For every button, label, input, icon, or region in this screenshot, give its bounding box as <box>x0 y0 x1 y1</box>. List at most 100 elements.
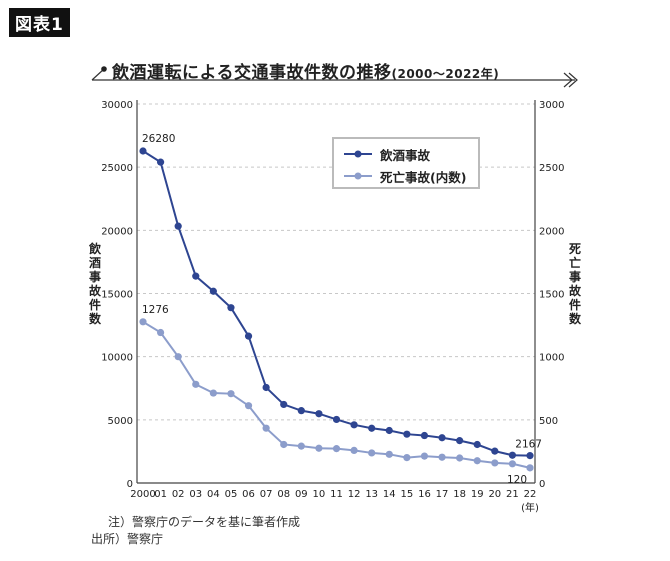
x-tick-label: 07 <box>260 489 273 500</box>
y-left-tick-label: 10000 <box>101 353 133 364</box>
data-point <box>420 431 429 440</box>
data-point <box>209 287 217 295</box>
x-tick-label: 08 <box>277 489 290 500</box>
legend-label: 死亡事故(内数) <box>380 169 467 185</box>
series-line-0 <box>142 150 531 457</box>
data-point <box>473 440 481 449</box>
data-point <box>438 453 446 461</box>
data-point <box>297 442 305 450</box>
x-tick-label: 11 <box>330 489 343 500</box>
chart-title: 飲酒運転による交通事故件数の推移(2000〜2022年) <box>112 58 499 83</box>
y-axis-right-label: 死亡事故件数 <box>568 242 581 326</box>
x-tick-label: 20 <box>488 489 501 500</box>
data-point <box>174 353 182 361</box>
data-point <box>244 402 253 410</box>
y-left-tick-label: 30000 <box>101 100 133 111</box>
data-label: 26280 <box>142 133 175 145</box>
data-point <box>526 452 534 460</box>
x-tick-label: 10 <box>313 489 326 500</box>
legend: 飲酒事故 死亡事故(内数) <box>332 137 480 189</box>
data-point <box>192 272 200 280</box>
data-point <box>262 383 270 392</box>
data-point <box>350 446 358 455</box>
figure-label: 図表1 <box>9 8 70 37</box>
x-tick-label: 04 <box>207 489 220 500</box>
note-text: 注）警察庁のデータを基に筆者作成 <box>108 515 301 529</box>
data-point <box>315 444 323 452</box>
data-point <box>139 147 147 155</box>
x-axis-unit: (年) <box>521 501 539 514</box>
x-tick-label: 2000 <box>130 489 155 500</box>
x-tick-label: 02 <box>172 489 185 500</box>
y-axis-left-label: 飲酒事故件数 <box>88 242 101 326</box>
x-tick-label: 03 <box>189 489 202 500</box>
data-point <box>526 464 534 472</box>
data-point <box>491 459 499 467</box>
data-point <box>156 328 165 337</box>
data-point <box>385 450 393 458</box>
data-point <box>491 447 499 455</box>
chart-title-main: 飲酒運転による交通事故件数の推移 <box>112 63 392 83</box>
title-double-chevron-icon <box>563 72 578 88</box>
chart-title-period: (2000〜2022年) <box>391 67 500 81</box>
data-label: 1276 <box>142 304 169 316</box>
x-tick-label: 12 <box>348 489 361 500</box>
data-point <box>508 451 517 459</box>
data-point <box>456 454 464 462</box>
x-tick-label: 16 <box>418 489 431 500</box>
y-left-tick-label: 20000 <box>101 226 133 237</box>
y-right-tick-label: 3000 <box>539 100 564 111</box>
data-point <box>244 332 253 340</box>
data-point <box>368 449 376 457</box>
x-tick-label: 15 <box>400 489 413 500</box>
x-tick-label: 09 <box>295 489 308 500</box>
x-tick-label: 14 <box>383 489 396 500</box>
data-point <box>192 380 200 388</box>
legend-item-drunk: 飲酒事故 <box>344 143 478 165</box>
x-tick-label: 19 <box>471 489 484 500</box>
data-point <box>280 440 288 449</box>
data-point <box>403 454 411 462</box>
data-point <box>420 452 429 460</box>
y-right-tick-label: 1000 <box>539 353 564 364</box>
title-bullet-icon <box>101 66 107 72</box>
data-point <box>332 445 341 453</box>
data-point <box>280 400 288 409</box>
data-point <box>508 460 517 468</box>
data-point <box>315 410 323 418</box>
y-right-tick-label: 500 <box>539 416 558 427</box>
x-tick-label: 22 <box>524 489 537 500</box>
data-point <box>209 389 217 397</box>
data-point <box>227 390 235 398</box>
y-left-tick-label: 25000 <box>101 163 133 174</box>
y-left-tick-label: 5000 <box>108 416 133 427</box>
y-left-tick-label: 15000 <box>101 290 133 301</box>
data-point <box>368 424 376 432</box>
legend-item-fatal: 死亡事故(内数) <box>344 165 478 187</box>
data-point <box>385 426 393 435</box>
data-point <box>473 457 481 465</box>
x-tick-label: 01 <box>154 489 167 500</box>
data-label: 2167 <box>515 439 542 451</box>
x-tick-label: 18 <box>453 489 466 500</box>
legend-marker-fatal-icon <box>344 172 372 180</box>
y-right-tick-label: 2000 <box>539 226 564 237</box>
data-point <box>456 437 464 445</box>
legend-marker-drunk-icon <box>344 150 372 158</box>
data-point <box>297 407 305 415</box>
y-right-tick-label: 2500 <box>539 163 564 174</box>
source-text: 出所）警察庁 <box>91 532 164 546</box>
data-point <box>227 304 235 312</box>
x-tick-label: 17 <box>436 489 449 500</box>
data-point <box>350 421 358 429</box>
y-right-tick-label: 1500 <box>539 290 564 301</box>
data-label: 120 <box>507 474 527 486</box>
data-point <box>262 424 270 432</box>
data-point <box>332 415 341 424</box>
x-tick-label: 06 <box>242 489 255 500</box>
data-point <box>438 434 446 442</box>
data-point <box>139 318 147 326</box>
x-tick-label: 05 <box>225 489 238 500</box>
y-right-tick-label: 0 <box>539 479 545 490</box>
